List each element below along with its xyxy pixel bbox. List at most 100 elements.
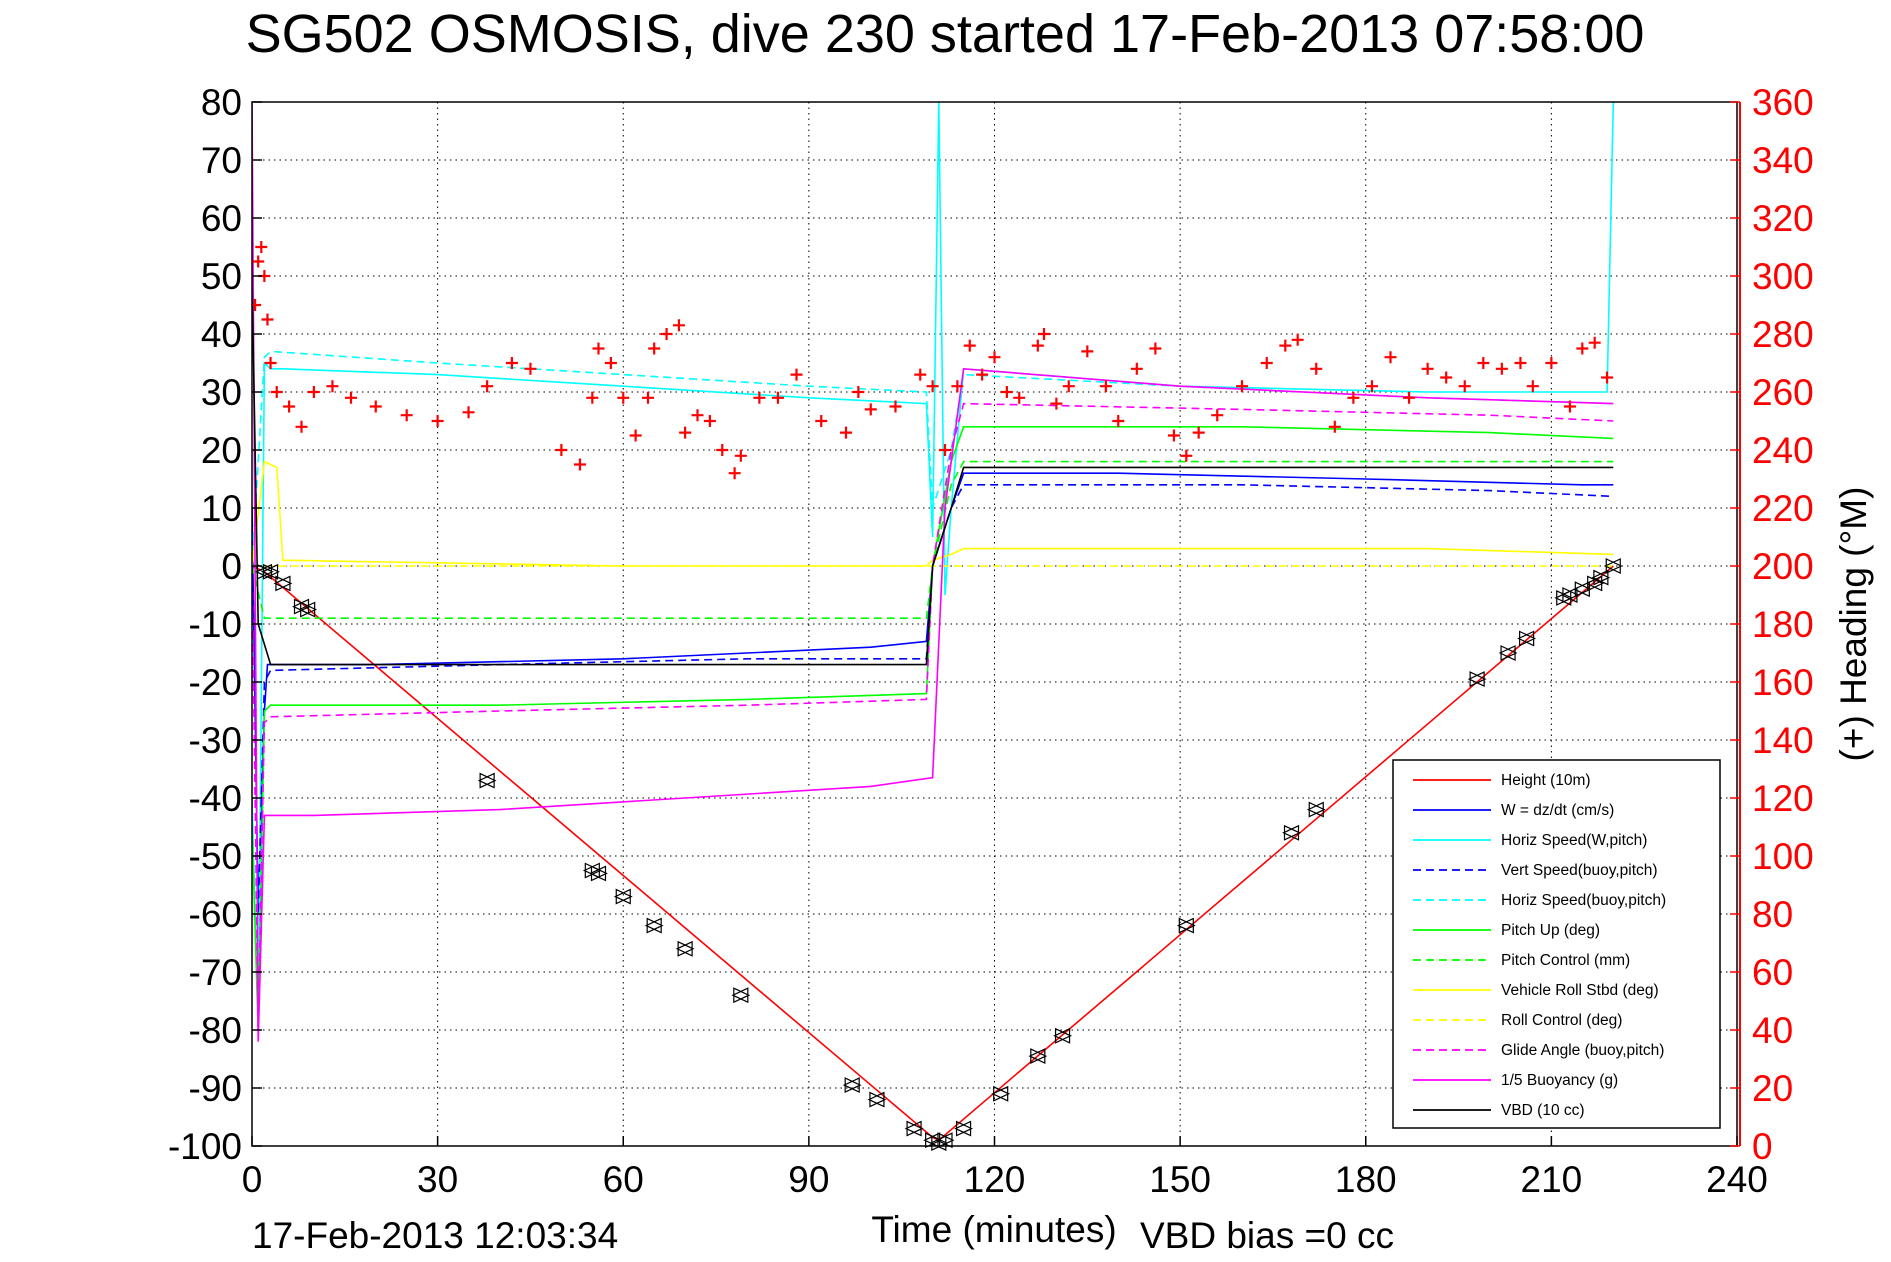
legend-label: Pitch Up (deg)	[1501, 922, 1600, 939]
heading-marker	[629, 429, 642, 442]
dive-marker	[644, 917, 664, 934]
y-right-tick-label: 80	[1752, 894, 1793, 935]
series-line-11	[252, 275, 1614, 666]
heading-marker	[592, 342, 605, 355]
heading-marker	[976, 368, 989, 381]
x-tick-label: 210	[1521, 1159, 1583, 1200]
heading-marker	[369, 400, 382, 413]
heading-marker	[307, 386, 320, 398]
heading-marker	[1545, 357, 1558, 369]
y-tick-label: 30	[201, 372, 242, 413]
y-right-tick-label: 220	[1752, 488, 1814, 529]
heading-marker	[1310, 362, 1323, 375]
heading-marker	[481, 380, 494, 393]
x-tick-label: 90	[788, 1159, 829, 1200]
y-right-tick-label: 120	[1752, 778, 1814, 819]
x-axis-label: Time (minutes)	[871, 1209, 1116, 1250]
series-line-5	[252, 425, 1614, 1031]
y-tick-label: 20	[201, 430, 242, 471]
heading-marker	[914, 368, 927, 381]
dive-marker	[1517, 630, 1537, 647]
heading-marker	[1576, 342, 1589, 355]
dive-marker	[1603, 558, 1623, 574]
heading-marker	[555, 444, 568, 456]
heading-marker	[1601, 371, 1614, 384]
legend-label: Vehicle Roll Stbd (deg)	[1501, 982, 1659, 999]
heading-marker	[1236, 380, 1248, 393]
heading-marker	[771, 391, 784, 404]
series-line-7	[252, 460, 1614, 567]
y-right-tick-label: 20	[1752, 1068, 1793, 1109]
heading-marker	[1403, 391, 1416, 404]
legend-box	[1392, 759, 1721, 1129]
y-right-tick-label: 320	[1752, 198, 1814, 239]
legend-label: Pitch Control (mm)	[1501, 952, 1630, 969]
heading-marker	[926, 380, 939, 393]
legend-label: Vert Speed(buoy,pitch)	[1501, 862, 1658, 879]
heading-marker	[716, 444, 729, 456]
y-tick-label: 60	[201, 198, 242, 239]
legend-label: VBD (10 cc)	[1501, 1102, 1585, 1119]
heading-marker	[988, 351, 1001, 364]
series-line-6	[252, 460, 1614, 620]
series-line-10	[252, 102, 1614, 1042]
heading-marker	[295, 420, 308, 433]
heading-marker	[326, 380, 339, 393]
heading-marker	[815, 415, 828, 427]
footer-vbd-bias: VBD bias =0 cc	[1140, 1215, 1394, 1256]
legend-label: Glide Angle (buoy,pitch)	[1501, 1042, 1664, 1059]
y-tick-label: -20	[189, 662, 242, 703]
dive-marker	[613, 888, 633, 905]
y-right-tick-label: 260	[1752, 372, 1814, 413]
y-right-tick-label: 360	[1752, 82, 1814, 123]
heading-marker	[1149, 342, 1162, 355]
dive-marker	[1467, 671, 1487, 688]
y-tick-label: -50	[189, 836, 242, 877]
heading-marker	[283, 400, 296, 413]
y-right-tick-label: 0	[1752, 1126, 1773, 1167]
y-right-tick-label: 180	[1752, 604, 1814, 645]
heading-marker	[1291, 333, 1304, 346]
heading-marker	[642, 391, 654, 404]
heading-marker	[261, 313, 274, 326]
heading-marker	[1211, 409, 1224, 422]
heading-marker	[1279, 339, 1292, 352]
y-tick-label: -90	[189, 1068, 242, 1109]
heading-marker	[648, 342, 661, 355]
x-tick-label: 240	[1706, 1159, 1768, 1200]
x-tick-labels: 0 30 60 90 120 150 180 210 240	[242, 1136, 1768, 1200]
dive-marker	[1028, 1048, 1048, 1065]
heading-marker	[345, 391, 357, 404]
dive-marker	[298, 601, 318, 618]
heading-marker	[1062, 380, 1075, 393]
dive-marker	[1306, 801, 1326, 818]
heading-marker	[1563, 400, 1576, 413]
dive-marker	[675, 940, 695, 957]
y-right-tick-labels: 0 20 40 60 80 100 120 140 160 180 200 220 240 260 280 3…	[1730, 82, 1814, 1167]
dive-marker	[904, 1120, 924, 1137]
heading-marker	[1440, 371, 1453, 384]
dive-markers	[254, 558, 1623, 1152]
dive-marker	[954, 1120, 973, 1137]
heading-marker	[524, 362, 537, 375]
y-right-tick-label: 200	[1752, 546, 1814, 587]
y-tick-label: 0	[221, 546, 242, 587]
heading-marker	[1347, 391, 1360, 404]
heading-marker	[1260, 357, 1273, 369]
heading-marker	[1031, 339, 1044, 352]
heading-marker	[1180, 449, 1193, 462]
heading-marker	[660, 328, 673, 340]
heading-marker	[703, 415, 716, 427]
heading-marker	[864, 403, 877, 416]
dive-marker	[1282, 824, 1301, 841]
y-tick-label: -30	[189, 720, 242, 761]
dive-marker	[1591, 569, 1611, 586]
y-tick-label: 50	[201, 256, 242, 297]
y-tick-label: 10	[201, 488, 242, 529]
heading-marker	[728, 467, 741, 480]
y-tick-label: 80	[201, 82, 242, 123]
legend-label: 1/5 Buoyancy (g)	[1501, 1072, 1618, 1089]
dive-marker	[842, 1077, 862, 1094]
heading-marker	[1112, 415, 1125, 427]
